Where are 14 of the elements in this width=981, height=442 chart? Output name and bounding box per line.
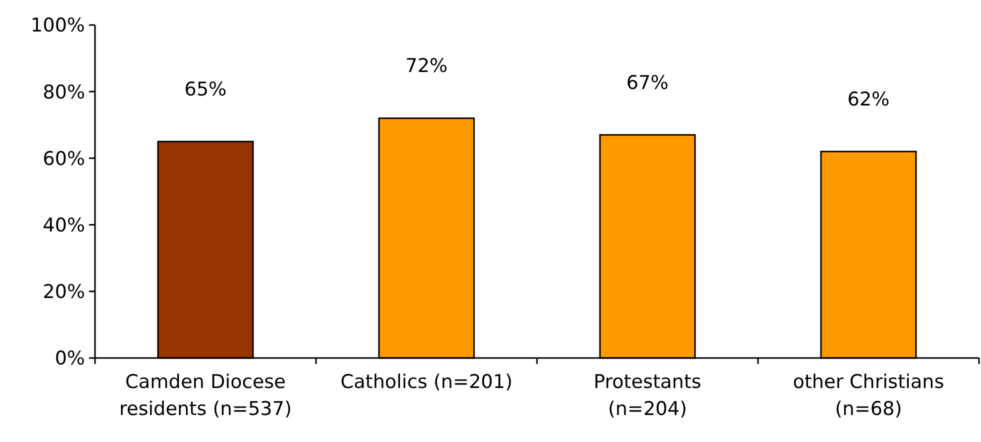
y-tick-label: 40% [42,214,85,236]
x-tick-label: other Christians (n=68) [792,371,944,420]
y-tick-label: 60% [42,148,85,170]
x-tick-label: Catholics (n=201) [340,371,513,393]
data-label: 62% [847,88,890,111]
x-tick-label: Protestants (n=204) [594,371,702,420]
x-tick-label: Camden Diocese residents (n=537) [119,371,292,420]
data-label: 65% [184,78,227,101]
y-tick-label: 20% [42,281,85,304]
y-tick-label: 100% [30,14,85,37]
data-label: 72% [405,55,448,78]
y-tick-label: 80% [42,81,85,104]
data-label: 67% [626,72,669,94]
y-tick-label: 0% [54,348,85,370]
